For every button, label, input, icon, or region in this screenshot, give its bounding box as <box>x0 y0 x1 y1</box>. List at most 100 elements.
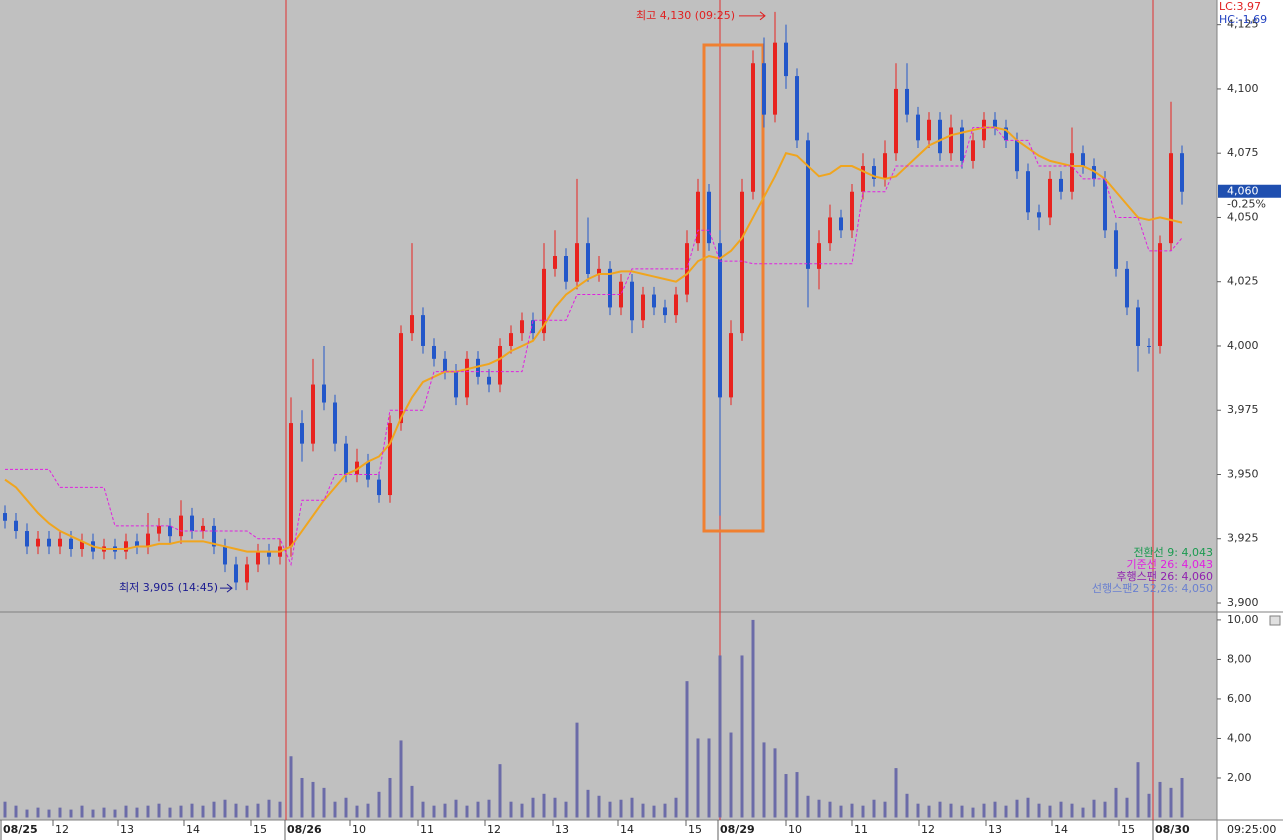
candle-body <box>971 140 975 161</box>
candle-body <box>25 531 29 547</box>
candle-body <box>1169 153 1173 244</box>
candle-body <box>1092 166 1096 179</box>
volume-bar <box>465 805 469 818</box>
x-tick-label: 13 <box>120 823 134 836</box>
candle-body <box>1180 153 1184 192</box>
candle-body <box>1158 243 1162 346</box>
candle-body <box>388 423 392 496</box>
volume-bar <box>586 789 590 818</box>
volume-bar <box>850 803 854 818</box>
candle-body <box>135 541 139 547</box>
volume-bar <box>707 738 711 818</box>
candle-body <box>190 515 194 532</box>
candle-body <box>674 294 678 316</box>
volume-bar <box>135 807 139 818</box>
candle-body <box>498 345 502 385</box>
volume-bar <box>839 805 843 818</box>
volume-bar <box>36 807 40 818</box>
candle-body <box>707 191 711 244</box>
volume-bar <box>894 768 898 818</box>
volume-bar <box>201 805 205 818</box>
volume-bar <box>1158 781 1162 818</box>
y-tick-label: 10,00 <box>1227 613 1259 626</box>
volume-bar <box>333 801 337 818</box>
volume-bar <box>575 722 579 818</box>
volume-bar <box>168 807 172 818</box>
low-note: 최저 3,905 (14:45) <box>119 581 218 594</box>
volume-bar <box>542 793 546 818</box>
candle-body <box>795 76 799 141</box>
volume-bar <box>773 748 777 818</box>
x-tick-label: 12 <box>921 823 935 836</box>
volume-bar <box>993 801 997 818</box>
x-tick-label: 14 <box>1054 823 1068 836</box>
volume-bar <box>1114 787 1118 818</box>
candle-body <box>476 358 480 377</box>
x-tick-label: 14 <box>620 823 634 836</box>
candle-body <box>58 538 62 547</box>
close-button[interactable] <box>1269 615 1281 626</box>
candle-body <box>1004 127 1008 141</box>
candle-body <box>542 268 546 334</box>
y-tick-label: 3,900 <box>1227 596 1259 609</box>
volume-bar <box>685 681 689 818</box>
volume-bar <box>47 809 51 818</box>
volume-bar <box>377 791 381 818</box>
x-tick-label: 15 <box>1121 823 1135 836</box>
candle-body <box>201 525 205 532</box>
axis-background <box>1217 0 1283 840</box>
candle-body <box>377 479 381 496</box>
candle-body <box>69 538 73 550</box>
candle-body <box>850 191 854 231</box>
high-note: 최고 4,130 (09:25) <box>636 9 735 22</box>
volume-bar <box>652 805 656 818</box>
volume-bar <box>179 805 183 818</box>
volume-bar <box>300 777 304 818</box>
candle-body <box>465 358 469 398</box>
candle-body <box>421 315 425 346</box>
volume-bar <box>58 807 62 818</box>
volume-bar <box>751 619 755 818</box>
x-tick-label: 12 <box>487 823 501 836</box>
candle-body <box>245 564 249 583</box>
volume-bar <box>1081 807 1085 818</box>
volume-bar <box>421 801 425 818</box>
candle-body <box>531 320 535 334</box>
candle-body <box>168 525 172 537</box>
volume-bar <box>1059 801 1063 818</box>
x-tick-label: 08/25 <box>3 823 38 836</box>
volume-bar <box>190 803 194 818</box>
x-tick-label: 11 <box>854 823 868 836</box>
volume-bar <box>344 797 348 818</box>
volume-bar <box>927 805 931 818</box>
candle-body <box>14 520 18 532</box>
volume-bar <box>861 805 865 818</box>
volume-bar <box>1169 787 1173 818</box>
lc-label: LC:3,97 <box>1219 0 1261 13</box>
hc-label: HC:-1,69 <box>1219 13 1267 26</box>
volume-bar <box>278 801 282 818</box>
volume-bar <box>916 803 920 818</box>
x-tick-label: 10 <box>788 823 802 836</box>
time-label: 09:25:00 <box>1227 823 1276 836</box>
candle-body <box>256 551 260 565</box>
candle-body <box>608 268 612 308</box>
y-tick-label: 4,100 <box>1227 82 1259 95</box>
candle-body <box>344 443 348 475</box>
volume-bar <box>234 803 238 818</box>
volume-bar <box>1070 803 1074 818</box>
volume-bar <box>663 803 667 818</box>
volume-bar <box>872 799 876 818</box>
volume-bar <box>630 797 634 818</box>
x-tick-label: 08/26 <box>287 823 322 836</box>
candle-body <box>575 243 579 282</box>
candle-body <box>839 217 843 231</box>
volume-bar <box>14 805 18 818</box>
candle-body <box>894 88 898 154</box>
candle-body <box>960 127 964 161</box>
candle-body <box>872 166 876 179</box>
x-tick-label: 13 <box>555 823 569 836</box>
candle-body <box>630 281 634 321</box>
legend-entry: 기준선 26: 4,043 <box>1126 558 1213 571</box>
